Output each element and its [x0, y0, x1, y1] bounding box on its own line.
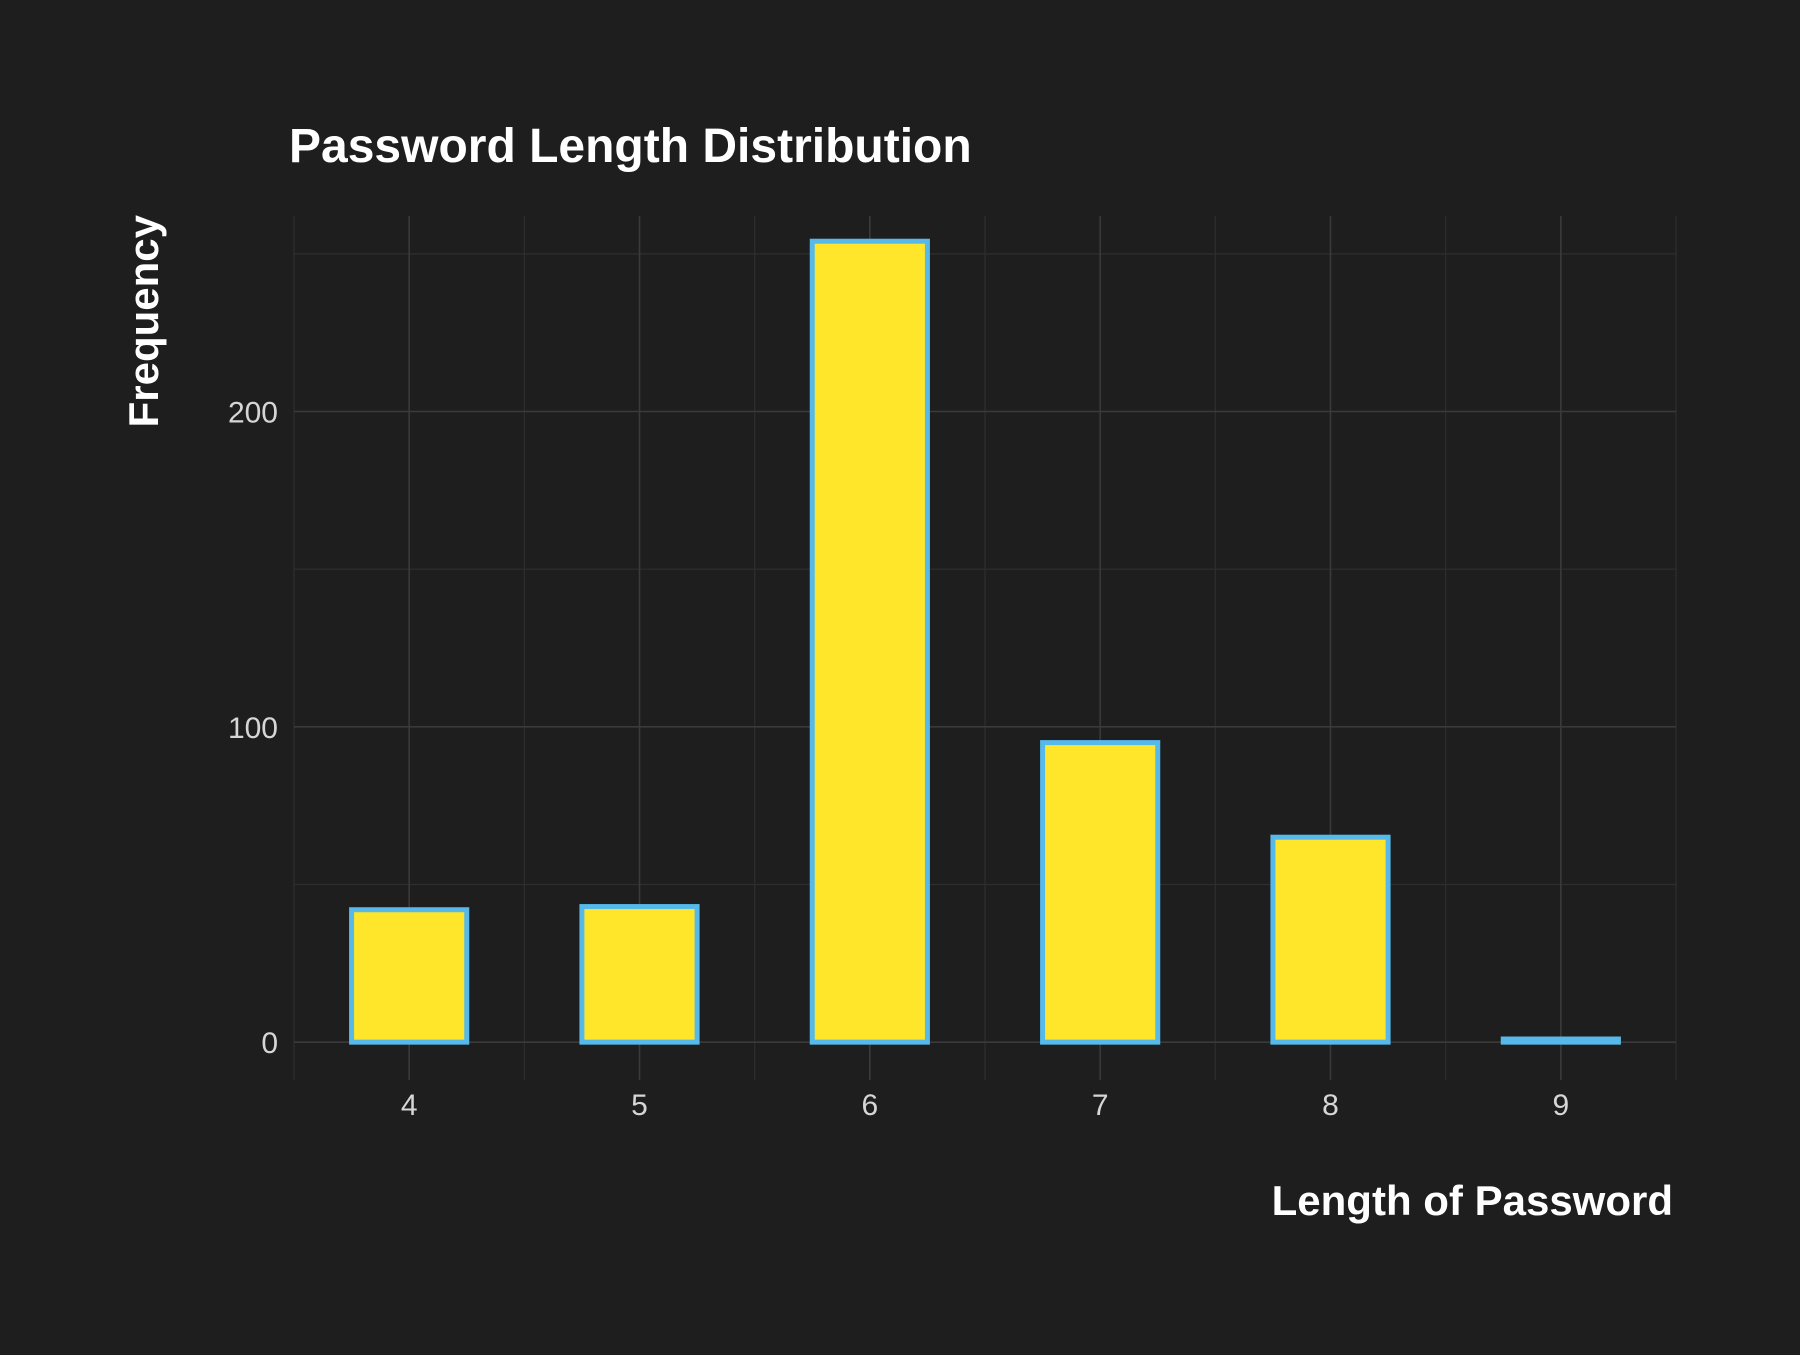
histogram-bar: [349, 907, 470, 1045]
chart-title: Password Length Distribution: [289, 120, 972, 173]
x-tick-label: 7: [1092, 1089, 1109, 1122]
x-tick-label: 6: [861, 1089, 878, 1122]
x-axis-ticks: 4 5 6 7 8 9: [401, 1089, 1569, 1122]
y-tick-label: 0: [261, 1027, 278, 1060]
y-tick-label: 200: [228, 397, 278, 430]
histogram-bar: [809, 238, 930, 1045]
histogram-bar: [579, 904, 700, 1045]
y-tick-label: 100: [228, 712, 278, 745]
y-axis-ticks: 0 100 200: [228, 397, 278, 1061]
x-tick-label: 5: [631, 1089, 648, 1122]
histogram-bar: [1500, 1036, 1621, 1045]
x-tick-label: 9: [1552, 1089, 1569, 1122]
y-axis-title: Frequency: [120, 214, 167, 427]
x-tick-label: 8: [1322, 1089, 1339, 1122]
histogram-bars: [349, 238, 1621, 1045]
x-tick-label: 4: [401, 1089, 418, 1122]
x-axis-title: Length of Password: [1272, 1177, 1673, 1224]
histogram-bar: [1040, 740, 1161, 1045]
histogram-bar: [1270, 834, 1391, 1045]
